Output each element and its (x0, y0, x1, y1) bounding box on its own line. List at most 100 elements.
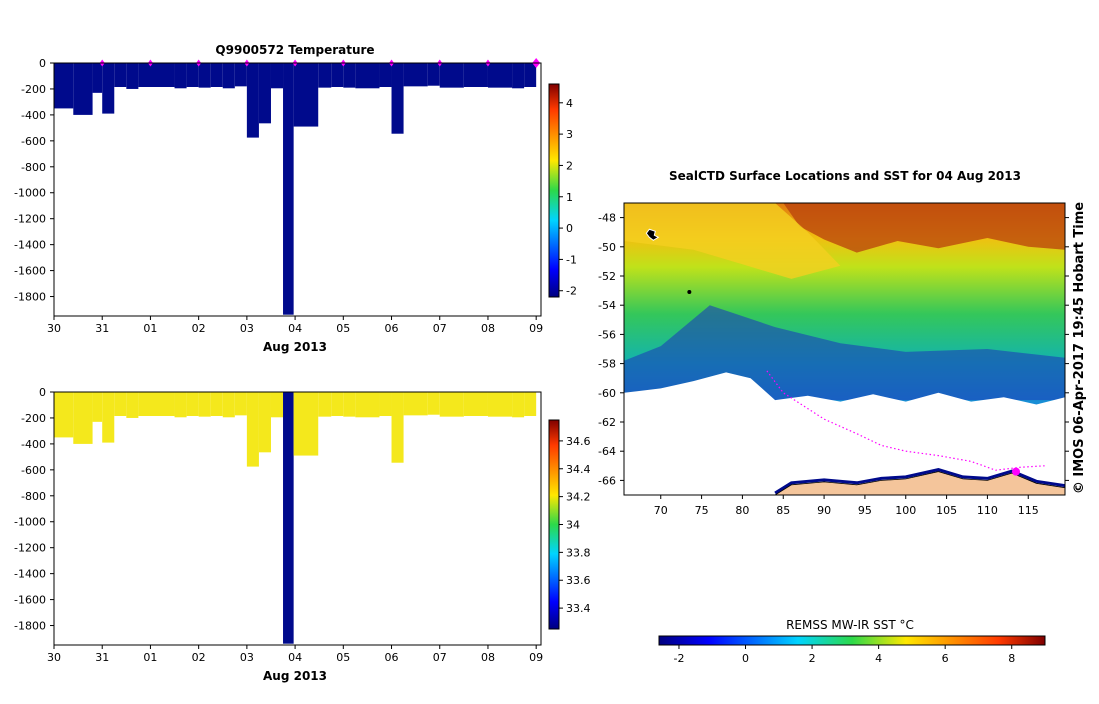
salinity-profile-marks (54, 392, 537, 644)
temperature-panel: Q9900572 Temperature 0 -200 -400 -600 -800 -1… (14, 43, 577, 354)
temperature-profile-column-18 (318, 63, 332, 88)
salinity-colorbar: 34.6 34.4 34.2 34 33.8 33.6 33.4 (548, 419, 591, 630)
kerguelen-island-shape (645, 228, 660, 241)
temperature-x-tick-label: 30 (47, 322, 61, 335)
salinity-y-tick-label: 0 (39, 386, 46, 399)
temperature-profile-column-13 (246, 63, 259, 138)
salinity-profile-column-22 (379, 392, 392, 416)
temperature-y-tick-label: -1800 (14, 291, 46, 304)
temperature-y-tick-label: -1400 (14, 239, 46, 252)
temperature-x-tick-label: 06 (385, 322, 399, 335)
temperature-x-tick-label: 08 (481, 322, 495, 335)
map-plot-area (624, 203, 1065, 495)
temperature-profile-column-8 (186, 63, 199, 87)
sst-colorbar-tick-label: 2 (809, 652, 816, 665)
temperature-profile-marks (54, 63, 537, 315)
salinity-y-tick-label: -1000 (14, 516, 46, 529)
salinity-profile-column-15 (270, 392, 284, 418)
temperature-profile-column-25 (427, 63, 440, 86)
salinity-x-tick-label: 03 (240, 651, 254, 664)
salinity-profile-column-4 (114, 392, 127, 416)
temperature-profile-column-15 (270, 63, 284, 89)
temperature-profile-column-6 (138, 63, 175, 87)
temperature-colorbar-tick-label: 2 (566, 159, 573, 172)
temperature-profile-column-4 (114, 63, 127, 87)
salinity-profile-column-27 (463, 392, 488, 416)
temperature-profile-column-10 (210, 63, 223, 87)
salinity-x-tick-label: 05 (336, 651, 350, 664)
salinity-y-tick-label: -1800 (14, 620, 46, 633)
temperature-profile-column-28 (487, 63, 513, 88)
salinity-colorbar-tick-label: 34.6 (566, 435, 591, 448)
temperature-profile-column-2 (92, 63, 103, 93)
temperature-profile-column-3 (102, 63, 115, 114)
temperature-profile-column-27 (463, 63, 488, 87)
salinity-x-label: Aug 2013 (263, 669, 327, 683)
temperature-y-tick-label: -400 (21, 109, 46, 122)
sst-colorbar-tick-label: 8 (1008, 652, 1015, 665)
temperature-colorbar-tick-label: 0 (566, 222, 573, 235)
temperature-profile-column-5 (126, 63, 139, 89)
salinity-y-tick-label: -800 (21, 490, 46, 503)
salinity-colorbar-tick-label: 33.6 (566, 574, 591, 587)
temperature-colorbar: 4 3 2 1 0 -1 -2 (548, 83, 577, 298)
map-axes-frame (623, 202, 1066, 496)
float-track (766, 370, 1045, 471)
heard-island-shape (687, 290, 692, 295)
temperature-y-tick-label: 0 (39, 57, 46, 70)
map-lat-tick-label: -52 (598, 270, 616, 283)
salinity-colorbar-ramp (548, 419, 560, 630)
salinity-profile-column-18 (318, 392, 332, 417)
temperature-profile-column-14 (258, 63, 271, 124)
salinity-profile-column-29 (512, 392, 525, 418)
temperature-y-tick-label: -800 (21, 161, 46, 174)
map-latitude-axis: -48 -50 -52 -54 -56 -58 -60 -62 -64 -66 (598, 212, 1069, 487)
sst-warm-patch (783, 203, 1065, 253)
temperature-x-tick-label: 05 (336, 322, 350, 335)
temperature-x-label: Aug 2013 (263, 340, 327, 354)
temperature-title: Q9900572 Temperature (215, 43, 374, 57)
sst-colorbar-tick-label: 4 (875, 652, 882, 665)
temperature-x-tick-label: 04 (288, 322, 302, 335)
temperature-profile-column-12 (234, 63, 247, 87)
salinity-profile-column-10 (210, 392, 223, 416)
temperature-profile-column-0 (54, 63, 74, 109)
salinity-panel: 0 -200 -400 -600 -800 -1000 -1200 -1400 -1600 -18… (14, 386, 590, 683)
sst-colorbar-tick-label: -2 (673, 652, 684, 665)
salinity-profile-column-12 (234, 392, 247, 416)
map-lon-tick-label: 110 (977, 504, 998, 517)
temperature-colorbar-ramp (548, 83, 560, 298)
salinity-profile-column-11 (222, 392, 235, 418)
salinity-colorbar-tick-label: 34 (566, 519, 580, 532)
temperature-y-tick-label: -600 (21, 135, 46, 148)
salinity-profile-column-7 (174, 392, 187, 418)
salinity-y-axis: 0 -200 -400 -600 -800 -1000 -1200 -1400 -1600 -18… (14, 386, 54, 633)
temperature-profile-column-26 (439, 63, 464, 88)
salinity-y-tick-label: -600 (21, 464, 46, 477)
map-lat-tick-label: -56 (598, 328, 616, 341)
salinity-profile-column-6 (138, 392, 175, 416)
map-title: SealCTD Surface Locations and SST for 04… (669, 169, 1021, 183)
salinity-x-tick-label: 30 (47, 651, 61, 664)
map-lon-tick-label: 80 (735, 504, 749, 517)
salinity-y-tick-label: -1400 (14, 568, 46, 581)
temperature-colorbar-tick-label: -2 (566, 285, 577, 298)
salinity-colorbar-tick-label: 34.4 (566, 463, 591, 476)
salinity-profile-column-28 (487, 392, 513, 417)
temperature-profile-column-19 (331, 63, 344, 87)
salinity-profile-column-25 (427, 392, 440, 415)
salinity-profile-column-8 (186, 392, 199, 416)
sst-colorbar-tick-label: 0 (742, 652, 749, 665)
salinity-profile-column-3 (102, 392, 115, 443)
salinity-x-tick-label: 02 (192, 651, 206, 664)
temperature-colorbar-tick-label: -1 (566, 253, 577, 266)
temperature-profile-column-30 (524, 63, 537, 87)
map-lat-tick-label: -54 (598, 299, 616, 312)
sst-colorbar: REMSS MW-IR SST °C -2 0 2 4 6 8 (658, 618, 1046, 665)
salinity-profile-column-9 (198, 392, 211, 417)
map-lat-tick-label: -48 (598, 212, 616, 225)
map-lat-tick-label: -62 (598, 416, 616, 429)
current-position-marker (1012, 467, 1020, 476)
temperature-colorbar-tick-label: 1 (566, 191, 573, 204)
